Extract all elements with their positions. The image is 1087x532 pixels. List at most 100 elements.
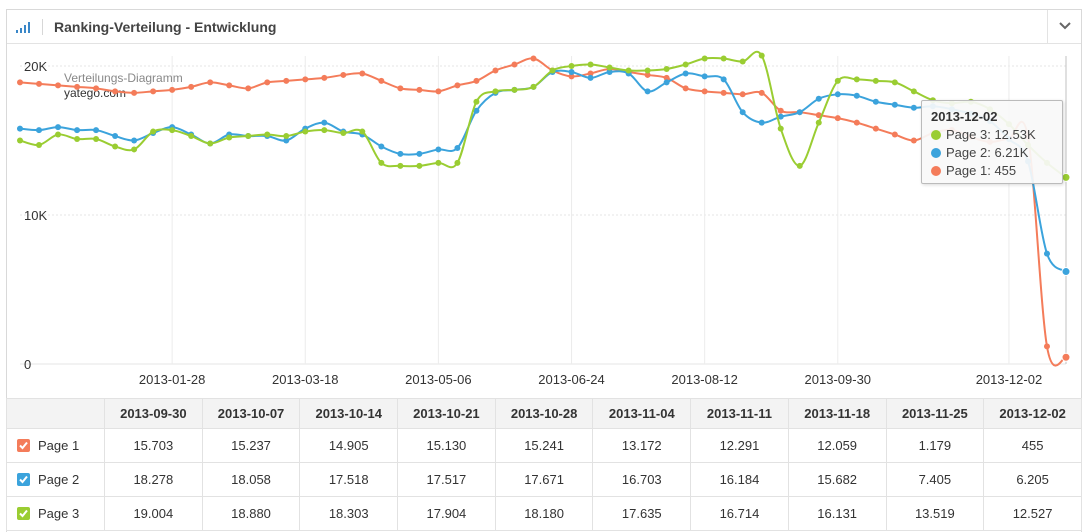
checkmark-icon	[19, 475, 28, 484]
table-cell: 6.205	[983, 462, 1082, 497]
data-point	[321, 127, 328, 134]
data-point	[910, 137, 917, 144]
data-point	[891, 131, 898, 138]
y-tick-label: 0	[24, 357, 31, 372]
data-point	[131, 146, 138, 153]
data-point	[17, 79, 23, 86]
series-checkbox-page2[interactable]	[17, 473, 30, 486]
column-header: 2013-11-11	[690, 398, 789, 429]
data-point	[397, 162, 404, 169]
y-tick-label: 20K	[24, 59, 47, 74]
data-point	[264, 79, 271, 86]
table-cell: 14.905	[299, 428, 399, 463]
column-header: 2013-11-18	[787, 398, 887, 429]
bar-signal-icon	[16, 22, 30, 33]
data-point	[454, 159, 461, 166]
data-point	[834, 115, 841, 122]
tooltip-row-page2: Page 2: 6.21K	[931, 145, 1028, 161]
ranking-line-chart: 0 10K 20K 2013-01-28 2013-03-18 2013-05-06 201…	[17, 50, 1071, 387]
data-point	[283, 77, 290, 84]
row-label: Page 1	[38, 438, 80, 453]
table-cell: 18.180	[494, 496, 594, 531]
tooltip-label: Page 1	[946, 163, 988, 178]
table-row: Page 3 19.004 18.880 18.303 17.904 18.18…	[6, 496, 1082, 531]
tooltip-value: 6.21K	[994, 145, 1029, 160]
table-row: Page 1 15.703 15.237 14.905 15.130 15.24…	[6, 428, 1082, 463]
row-label: Page 2	[38, 472, 80, 487]
collapse-toggle[interactable]	[1047, 10, 1081, 44]
data-point	[739, 91, 746, 98]
data-point	[758, 89, 765, 96]
column-header: 2013-10-14	[299, 398, 399, 429]
column-header: 2013-09-30	[104, 398, 203, 429]
x-tick-label: 2013-05-06	[405, 372, 472, 387]
series-dot-icon	[931, 148, 941, 158]
series-dot-icon	[931, 130, 941, 140]
x-tick-label: 2013-06-24	[538, 372, 605, 387]
table-cell: 15.241	[494, 428, 594, 463]
data-point	[473, 107, 480, 114]
data-point	[207, 140, 214, 147]
hover-marker	[1061, 267, 1071, 277]
data-point	[720, 76, 727, 83]
data-point	[530, 83, 537, 90]
x-tick-label: 2013-03-18	[272, 372, 339, 387]
data-point	[17, 125, 23, 132]
series-checkbox-page1[interactable]	[17, 439, 30, 452]
series-checkbox-page3[interactable]	[17, 507, 30, 520]
data-point	[777, 107, 784, 114]
table-cell: 12.527	[983, 496, 1082, 531]
chart-title: Verteilungs-Diagramm	[64, 71, 183, 85]
data-point	[36, 141, 43, 148]
chart-subtitle: yatego.com	[64, 86, 126, 100]
data-point	[682, 61, 689, 68]
data-point	[93, 136, 100, 143]
data-point	[150, 128, 157, 135]
data-point	[587, 70, 594, 77]
table-cell: 16.714	[690, 496, 789, 531]
data-point	[245, 85, 252, 92]
data-point	[587, 74, 594, 81]
panel-title: Ranking-Verteilung - Entwicklung	[54, 19, 277, 35]
data-point	[682, 85, 689, 92]
data-point	[701, 55, 708, 62]
data-point	[758, 52, 765, 59]
x-tick-label: 2013-09-30	[805, 372, 872, 387]
column-header: 2013-11-04	[592, 398, 692, 429]
table-cell: 17.671	[494, 462, 594, 497]
data-point	[739, 109, 746, 116]
data-point	[758, 119, 765, 126]
table-cell: 13.519	[885, 496, 985, 531]
data-point	[853, 76, 860, 83]
data-point	[454, 82, 461, 89]
data-point	[302, 128, 309, 135]
data-point	[1043, 250, 1050, 257]
data-point	[150, 88, 157, 95]
data-point	[112, 143, 119, 150]
row-label: Page 3	[38, 506, 80, 521]
data-point	[644, 71, 651, 78]
table-cell: 17.518	[299, 462, 399, 497]
column-header: 2013-12-02	[983, 398, 1082, 429]
data-point	[435, 88, 442, 95]
data-point	[112, 88, 119, 95]
table-cell: 16.131	[787, 496, 887, 531]
x-tick-label: 2013-12-02	[976, 372, 1043, 387]
data-point	[169, 127, 176, 134]
data-point	[55, 124, 62, 131]
data-point	[473, 77, 480, 84]
table-cell: 17.517	[397, 462, 496, 497]
hover-marker	[1061, 172, 1071, 182]
table-cell: 455	[983, 428, 1082, 463]
table-cell: 16.703	[592, 462, 692, 497]
data-point	[853, 119, 860, 126]
data-point	[568, 68, 575, 75]
data-point	[853, 92, 860, 99]
data-point	[245, 133, 252, 140]
x-tick-label: 2013-01-28	[139, 372, 206, 387]
data-point	[796, 109, 803, 116]
tooltip-label: Page 3	[946, 127, 988, 142]
data-point	[872, 77, 879, 84]
tooltip-row-page3: Page 3: 12.53K	[931, 127, 1036, 143]
data-point	[55, 82, 62, 89]
